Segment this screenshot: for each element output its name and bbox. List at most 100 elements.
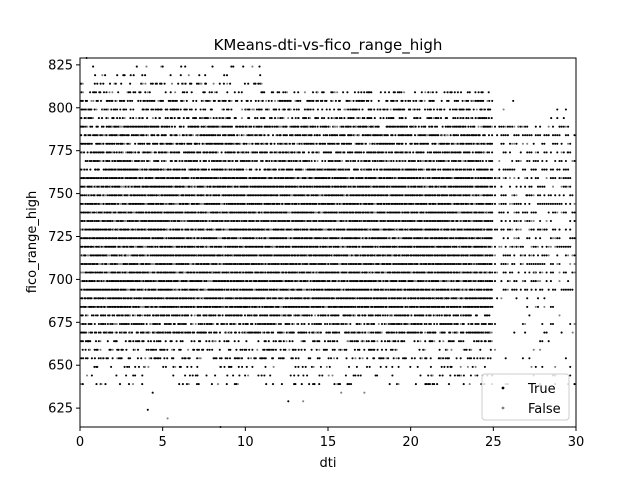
point-true — [353, 348, 356, 351]
point-true — [427, 374, 430, 377]
point-false — [414, 280, 417, 283]
point-true — [342, 322, 345, 326]
point-true — [197, 262, 200, 266]
point-true — [240, 280, 243, 283]
point-true — [165, 322, 168, 326]
point-false — [466, 365, 469, 368]
point-false — [124, 219, 127, 223]
point-false — [556, 262, 559, 266]
point-true — [297, 374, 300, 377]
point-true — [293, 374, 296, 377]
point-true — [504, 288, 507, 291]
point-true — [480, 280, 483, 283]
point-false — [433, 340, 436, 343]
point-true — [146, 254, 149, 257]
point-true — [333, 348, 336, 351]
point-true — [83, 331, 86, 334]
point-false — [490, 331, 493, 334]
point-true — [272, 305, 275, 308]
point-true — [328, 331, 331, 334]
point-true — [450, 297, 454, 300]
point-true — [473, 219, 476, 223]
point-true — [333, 271, 336, 274]
point-true — [124, 314, 127, 317]
point-true — [340, 254, 343, 257]
point-true — [318, 297, 321, 300]
point-true — [433, 383, 436, 386]
point-true — [225, 383, 228, 386]
point-true — [179, 348, 182, 351]
point-true — [383, 322, 386, 326]
point-true — [379, 305, 382, 308]
point-true — [138, 288, 141, 291]
point-true — [274, 297, 277, 300]
point-true — [445, 297, 449, 300]
point-true — [248, 314, 251, 317]
point-true — [197, 305, 200, 308]
point-false — [199, 297, 202, 300]
point-true — [324, 288, 327, 291]
point-true — [208, 271, 211, 274]
point-true — [504, 245, 507, 248]
point-true — [467, 322, 470, 326]
point-true — [539, 340, 542, 343]
point-true — [536, 254, 540, 257]
point-true — [257, 374, 260, 377]
point-true — [294, 365, 297, 368]
point-false — [170, 348, 174, 351]
point-true — [91, 202, 94, 205]
point-true — [274, 340, 277, 343]
point-true — [480, 254, 483, 257]
point-true — [526, 211, 529, 214]
point-true — [321, 288, 324, 291]
point-true — [380, 202, 383, 205]
point-true — [279, 297, 282, 300]
point-true — [239, 322, 242, 326]
point-true — [288, 340, 291, 343]
point-true — [521, 211, 524, 214]
point-true — [318, 305, 321, 308]
point-true — [371, 314, 374, 317]
point-true — [404, 228, 407, 231]
point-true — [178, 219, 181, 223]
point-false — [83, 271, 86, 274]
point-false — [519, 228, 522, 231]
point-true — [318, 219, 321, 223]
point-false — [318, 348, 321, 351]
point-true — [442, 331, 445, 334]
point-true — [388, 383, 391, 386]
point-true — [359, 374, 362, 377]
point-false — [394, 228, 397, 231]
point-true — [397, 340, 400, 343]
point-true — [81, 314, 84, 317]
point-true — [489, 271, 492, 274]
point-true — [425, 211, 428, 214]
point-true — [487, 211, 491, 214]
point-true — [325, 331, 328, 334]
point-true — [519, 288, 522, 291]
point-true — [319, 245, 322, 248]
point-true — [468, 305, 471, 308]
point-true — [235, 314, 238, 317]
point-true — [211, 305, 214, 308]
point-true — [388, 340, 391, 343]
point-true — [206, 305, 209, 308]
point-true — [333, 340, 336, 343]
point-true — [539, 271, 542, 274]
point-false — [91, 297, 95, 300]
point-true — [374, 288, 377, 291]
point-true — [519, 262, 522, 266]
point-true — [127, 322, 130, 326]
point-false — [381, 280, 384, 283]
point-true — [84, 202, 87, 205]
point-false — [539, 348, 542, 351]
point-true — [418, 271, 421, 274]
point-true — [203, 322, 206, 326]
point-false — [255, 211, 258, 214]
point-true — [480, 331, 483, 334]
point-false — [182, 271, 185, 274]
point-false — [327, 374, 330, 377]
point-true — [123, 331, 126, 334]
point-true — [436, 254, 440, 257]
point-true — [154, 357, 157, 360]
